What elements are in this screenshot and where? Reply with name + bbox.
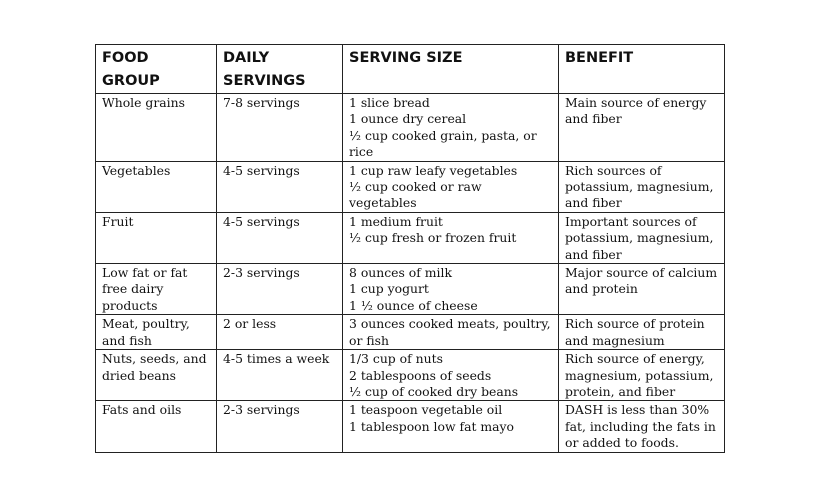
serving-size-cell-line: 1 tablespoon low fat mayo	[349, 418, 514, 434]
serving-size-cell: 8 ounces of milk 1 cup yogurt 1 ½ ounce of…	[342, 263, 559, 316]
benefit-cell-line: and magnesium	[565, 332, 665, 348]
serving-size-cell-line: 1 teaspoon vegetable oil	[349, 402, 503, 418]
serving-size-cell-line: 1 cup yogurt	[349, 281, 429, 297]
food-group-cell: Nuts, seeds, and dried beans	[95, 349, 217, 402]
food-group-cell-line: Vegetables	[102, 162, 171, 178]
header-benefit: BENEFIT	[558, 44, 725, 94]
food-group-cell-line: and fish	[102, 332, 152, 348]
daily-servings-cell: 4-5 times a week	[216, 349, 343, 402]
benefit-cell: Rich sources of potassium, magnesium, and …	[558, 160, 725, 213]
serving-size-cell: 1 medium fruit ½ cup fresh or frozen fru…	[342, 211, 559, 265]
food-group-cell-line: Whole grains	[102, 95, 185, 110]
benefit-cell-line: potassium, magnesium,	[565, 230, 714, 246]
benefit-cell-line: DASH is less than 30%	[565, 402, 710, 418]
daily-servings-cell: 2-3 servings	[216, 400, 343, 453]
table-row: Fruit 4-5 servings 1 medium fruit ½ cup fr…	[95, 211, 725, 265]
benefit-cell-line: Main source of energy	[565, 95, 707, 110]
daily-servings-cell: 2 or less	[216, 314, 343, 351]
benefit-cell-line: Important sources of	[565, 213, 697, 229]
food-group-cell-line: Low fat or fat	[102, 265, 188, 281]
benefit-cell-line: Major source of calcium	[565, 265, 718, 281]
table-row: Meat, poultry, and fish 2 or less 3 ounces …	[95, 314, 725, 351]
food-group-cell: Low fat or fat free dairy products	[95, 263, 217, 316]
food-group-cell: Fruit	[95, 211, 217, 265]
food-group-cell: Fats and oils	[95, 400, 217, 453]
table-row: Whole grains 7-8 servings 1 slice bread 1 o…	[95, 93, 725, 162]
header-daily-servings: DAILY SERVINGS	[216, 44, 343, 94]
benefit-cell-line: Rich source of energy,	[565, 351, 705, 367]
table-row: Low fat or fat free dairy products 2-3 serv…	[95, 263, 725, 316]
serving-size-cell-line: 1 slice bread	[349, 95, 430, 110]
header-serving-size: SERVING SIZE	[342, 44, 559, 94]
benefit-cell-line: Rich sources of	[565, 162, 662, 178]
table-row: Vegetables 4-5 servings 1 cup raw leafy ve…	[95, 160, 725, 213]
daily-servings-cell: 2-3 servings	[216, 263, 343, 316]
benefit-cell: Major source of calcium and protein	[558, 263, 725, 316]
benefit-cell-line: and fiber	[565, 111, 622, 127]
benefit-cell-line: fat, including the fats in	[565, 418, 716, 434]
dash-food-table: FOOD GROUP DAILY SERVINGS SERVING SIZE B…	[95, 44, 725, 453]
food-group-cell: Meat, poultry, and fish	[95, 314, 217, 351]
serving-size-cell-line: ½ cup cooked grain, pasta, or	[349, 127, 537, 143]
benefit-cell: Rich source of energy, magnesium, potassi…	[558, 349, 725, 402]
benefit-cell-line: Rich source of protein	[565, 316, 705, 332]
serving-size-cell-line: 1 medium fruit	[349, 213, 443, 229]
serving-size-cell-line: rice	[349, 144, 374, 160]
food-group-cell: Vegetables	[95, 160, 217, 213]
serving-size-cell: 1/3 cup of nuts 2 tablespoons of seeds ½ c…	[342, 349, 559, 402]
benefit-cell-line: magnesium, potassium,	[565, 367, 714, 383]
serving-size-cell-line: or fish	[349, 332, 389, 348]
food-group-cell-line: Fruit	[102, 213, 134, 229]
serving-size-cell: 3 ounces cooked meats, poultry, or fish	[342, 314, 559, 351]
benefit-cell-line: and fiber	[565, 195, 622, 211]
benefit-cell-line: protein, and fiber	[565, 383, 676, 399]
serving-size-cell-line: ½ cup cooked or raw vegetables	[349, 179, 482, 211]
benefit-cell-line: potassium, magnesium,	[565, 179, 714, 195]
serving-size-cell-line: 8 ounces of milk	[349, 265, 452, 281]
serving-size-cell-line: 1 ½ ounce of cheese	[349, 297, 478, 313]
benefit-cell: DASH is less than 30% fat, including the …	[558, 400, 725, 453]
serving-size-cell-line: 2 tablespoons of seeds	[349, 367, 492, 383]
benefit-cell: Main source of energy and fiber	[558, 93, 725, 162]
food-group-cell-line: Nuts, seeds, and	[102, 351, 207, 367]
benefit-cell: Rich source of protein and magnesium	[558, 314, 725, 351]
serving-size-cell-line: 3 ounces cooked meats, poultry,	[349, 316, 551, 332]
header-row: FOOD GROUP DAILY SERVINGS SERVING SIZE B…	[95, 44, 725, 94]
serving-size-cell: 1 slice bread 1 ounce dry cereal ½ cup coo…	[342, 93, 559, 162]
benefit-cell: Important sources of potassium, magnesium…	[558, 211, 725, 265]
daily-servings-cell: 4-5 servings	[216, 211, 343, 265]
serving-size-cell: 1 cup raw leafy vegetables ½ cup cooked o…	[342, 160, 559, 213]
food-group-cell-line: Fats and oils	[102, 402, 182, 418]
food-group-cell-line: dried beans	[102, 367, 177, 383]
serving-size-cell-line: 1 ounce dry cereal	[349, 111, 467, 127]
serving-size-cell-line: ½ cup fresh or frozen fruit	[349, 230, 517, 246]
benefit-cell-line: or added to foods.	[565, 435, 679, 451]
serving-size-cell-line: 1 cup raw leafy vegetables	[349, 162, 518, 178]
food-group-cell: Whole grains	[95, 93, 217, 162]
header-food-group: FOOD GROUP	[95, 44, 217, 94]
daily-servings-cell: 4-5 servings	[216, 160, 343, 213]
food-group-cell-line: Meat, poultry,	[102, 316, 190, 332]
serving-size-cell: 1 teaspoon vegetable oil 1 tablespoon low…	[342, 400, 559, 453]
table-row: Fats and oils 2-3 servings 1 teaspoon vege…	[95, 400, 725, 453]
serving-size-cell-line: ½ cup of cooked dry beans	[349, 383, 519, 399]
benefit-cell-line: and fiber	[565, 246, 622, 262]
food-group-cell-line: products	[102, 297, 158, 313]
daily-servings-cell: 7-8 servings	[216, 93, 343, 162]
food-group-cell-line: free dairy	[102, 281, 164, 297]
benefit-cell-line: and protein	[565, 281, 638, 297]
table-row: Nuts, seeds, and dried beans 4-5 times a w…	[95, 349, 725, 402]
serving-size-cell-line: 1/3 cup of nuts	[349, 351, 443, 367]
